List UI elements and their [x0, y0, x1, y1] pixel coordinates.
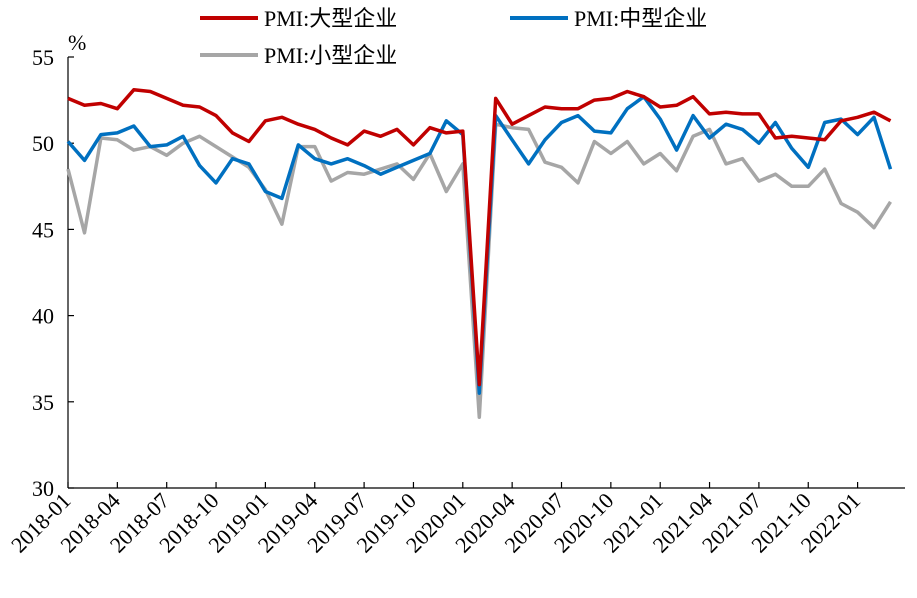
- y-tick-label: 55: [32, 45, 54, 70]
- y-tick-label: 50: [32, 131, 54, 156]
- series-line: [66, 94, 893, 395]
- series-line: [67, 88, 892, 387]
- y-tick-label: 45: [32, 217, 54, 242]
- legend-label: PMI:大型企业: [264, 6, 397, 31]
- y-tick-label: 40: [32, 304, 54, 329]
- y-tick-label: 35: [32, 390, 54, 415]
- y-unit: %: [68, 30, 86, 55]
- series-line: [66, 122, 892, 420]
- legend-label: PMI:小型企业: [264, 43, 397, 68]
- legend-label: PMI:中型企业: [574, 6, 707, 31]
- y-tick-label: 30: [32, 476, 54, 501]
